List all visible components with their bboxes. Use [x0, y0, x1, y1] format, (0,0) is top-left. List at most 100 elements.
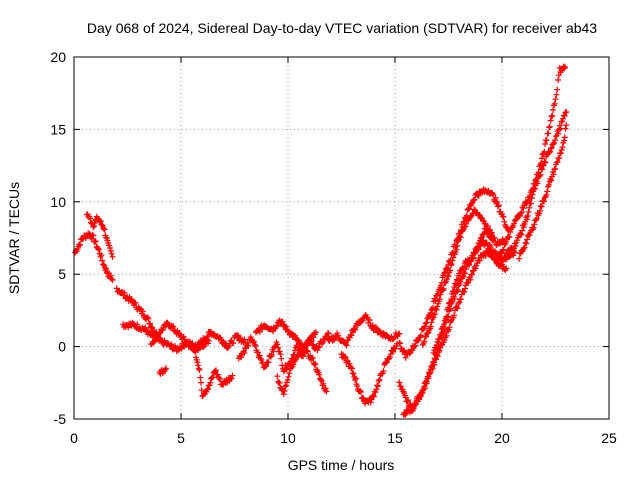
data-point [547, 117, 554, 124]
data-point [461, 289, 468, 295]
data-point [417, 332, 424, 339]
data-point [539, 166, 546, 173]
data-point [103, 265, 110, 272]
data-point [531, 185, 538, 192]
data-point [518, 209, 525, 216]
data-point [90, 232, 97, 239]
x-tick-label: 15 [387, 430, 403, 446]
data-point [561, 134, 568, 141]
data-point [213, 367, 219, 374]
data-point [545, 130, 552, 137]
data-point [198, 387, 205, 394]
data-point [552, 137, 558, 144]
data-point [476, 257, 483, 264]
data-point [305, 341, 311, 348]
data-point [542, 159, 549, 166]
data-point [542, 141, 549, 147]
data-point [434, 290, 441, 297]
data-point [91, 238, 98, 245]
data-point [500, 213, 507, 220]
data-point [529, 191, 536, 198]
data-point [273, 323, 280, 330]
data-point [309, 354, 316, 361]
data-point [91, 223, 97, 230]
data-point [436, 296, 443, 303]
data-point [469, 255, 476, 262]
data-point [280, 391, 287, 398]
data-point [512, 216, 519, 223]
data-point [98, 252, 105, 259]
data-point [263, 363, 270, 370]
data-point [386, 353, 393, 360]
data-point [284, 377, 291, 383]
data-point [439, 287, 446, 294]
data-point [159, 327, 166, 334]
data-point [546, 124, 553, 131]
data-point [90, 224, 97, 230]
data-point [204, 333, 211, 340]
data-point [537, 171, 544, 178]
data-point [139, 308, 146, 315]
series-satellite-track-9 [252, 317, 330, 395]
data-point [520, 224, 527, 231]
series-satellite-track-19 [503, 109, 570, 257]
data-point [194, 344, 200, 351]
data-point [474, 244, 481, 251]
data-point [352, 326, 359, 333]
data-point [142, 324, 149, 331]
data-point [320, 380, 327, 387]
y-tick-label: -5 [54, 411, 67, 427]
data-point [490, 252, 497, 259]
data-point [520, 205, 527, 212]
data-point [350, 370, 357, 377]
data-point [555, 72, 562, 79]
data-point [241, 350, 248, 356]
data-point [359, 394, 366, 401]
data-point [547, 148, 554, 155]
data-point [563, 109, 570, 115]
data-point [459, 227, 466, 234]
x-tick-label: 25 [601, 430, 617, 446]
data-point [453, 246, 460, 253]
data-point [304, 348, 311, 355]
data-point [448, 261, 455, 268]
data-point [92, 238, 99, 245]
data-point [195, 362, 202, 369]
data-point [421, 338, 428, 345]
series-satellite-track-6 [156, 365, 169, 377]
data-point [312, 329, 319, 336]
data-point [251, 338, 257, 345]
data-point [108, 250, 115, 257]
data-point [320, 339, 326, 345]
data-point [543, 191, 550, 198]
data-point [98, 221, 105, 228]
data-point [433, 342, 440, 348]
data-point [434, 303, 441, 310]
data-point [495, 256, 502, 263]
data-point [556, 122, 563, 129]
x-tick-label: 10 [280, 430, 296, 446]
data-point [443, 313, 450, 320]
data-point [553, 91, 560, 98]
data-point [552, 165, 559, 172]
data-point [374, 382, 381, 389]
data-point [507, 229, 514, 235]
data-point [251, 341, 258, 348]
series-satellite-track-3 [113, 285, 163, 343]
series-satellite-track-15 [396, 186, 512, 361]
data-point [283, 323, 290, 330]
data-point [108, 276, 115, 282]
data-point [357, 387, 364, 394]
data-point [475, 192, 482, 199]
data-point [487, 231, 494, 238]
data-point [472, 265, 479, 272]
data-point [169, 324, 176, 331]
data-point [285, 373, 292, 380]
data-point [412, 342, 419, 349]
data-point [373, 325, 380, 332]
data-point [306, 338, 313, 344]
data-point [443, 265, 450, 272]
data-point [524, 213, 531, 219]
data-point [477, 235, 484, 242]
data-point [397, 383, 404, 390]
